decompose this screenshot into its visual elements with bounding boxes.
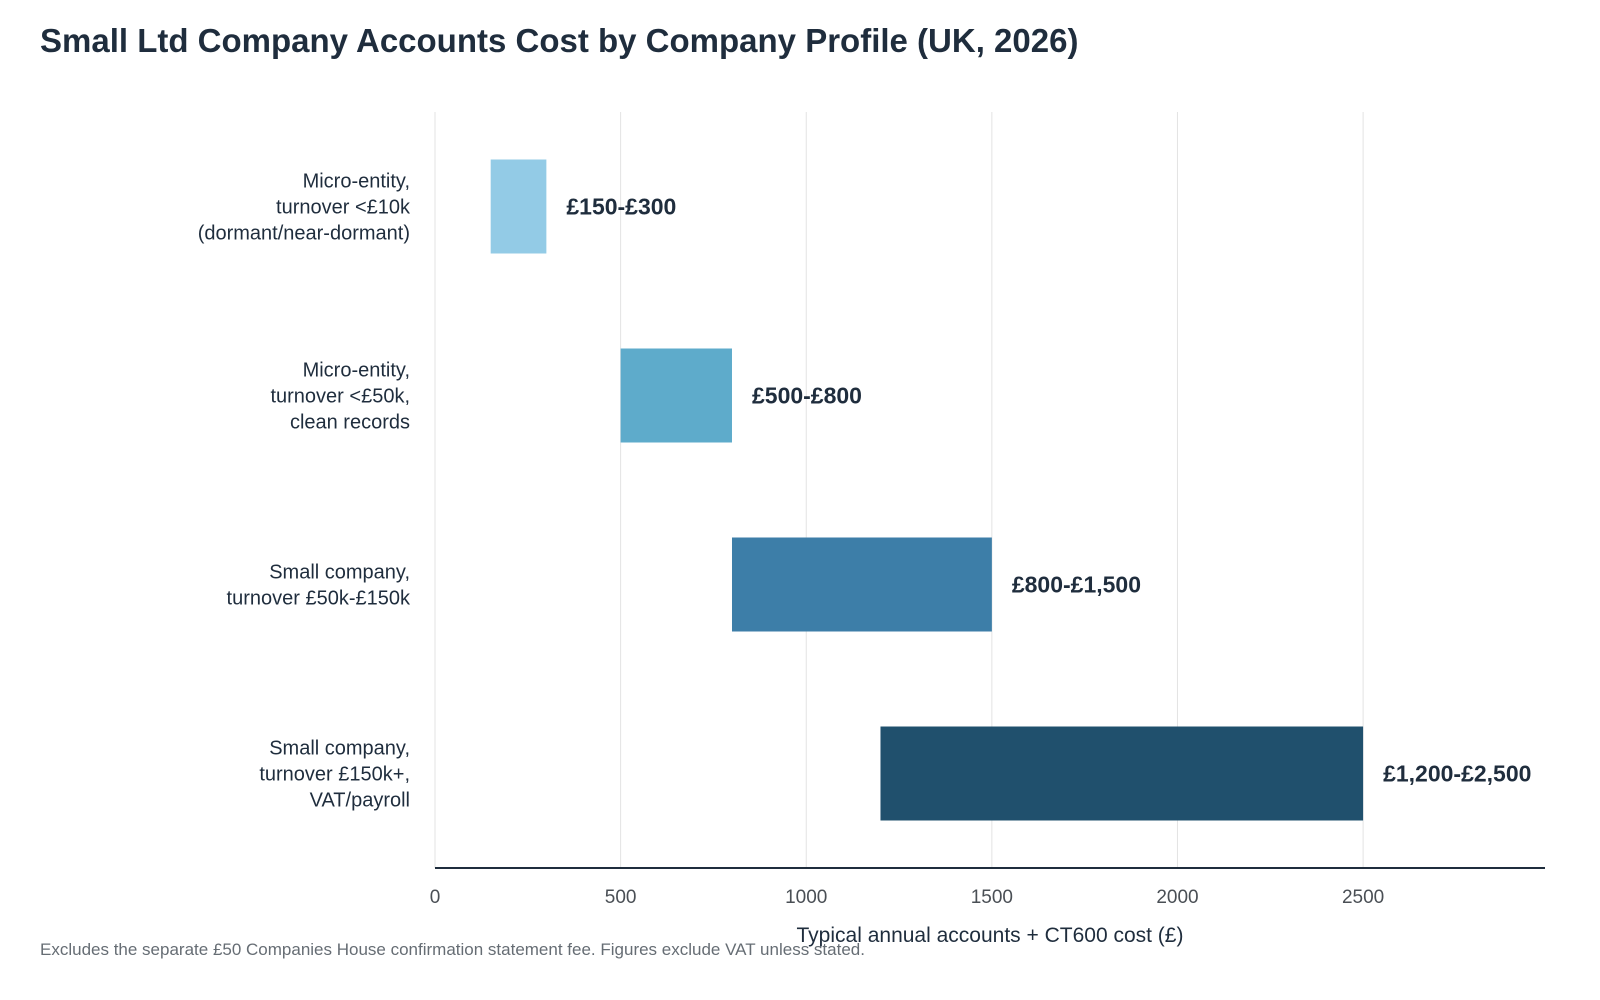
range-bar bbox=[490, 159, 547, 254]
y-category-label: VAT/payroll bbox=[310, 790, 410, 812]
range-bar bbox=[880, 726, 1364, 821]
y-category-label: turnover £150k+, bbox=[259, 764, 410, 786]
y-category-label: clean records bbox=[290, 412, 410, 434]
range-bar bbox=[731, 537, 992, 632]
x-axis-title: Typical annual accounts + CT600 cost (£) bbox=[797, 924, 1184, 947]
x-tick-label: 2500 bbox=[1342, 887, 1384, 908]
data-label: £500-£800 bbox=[752, 383, 862, 409]
x-tick-label: 1500 bbox=[971, 887, 1013, 908]
data-label: £800-£1,500 bbox=[1012, 572, 1141, 598]
y-category-label: Micro-entity, bbox=[303, 171, 410, 193]
y-category-label: Small company, bbox=[269, 562, 410, 584]
y-category-label: turnover £50k-£150k bbox=[227, 588, 411, 610]
x-tick-label: 2000 bbox=[1156, 887, 1198, 908]
footnote: Excludes the separate £50 Companies Hous… bbox=[40, 940, 865, 959]
y-category-label: turnover <£50k, bbox=[270, 386, 410, 408]
x-tick-label: 500 bbox=[605, 887, 637, 908]
y-category-label: (dormant/near-dormant) bbox=[198, 223, 410, 245]
data-label: £1,200-£2,500 bbox=[1383, 761, 1531, 787]
range-bar bbox=[620, 348, 732, 443]
y-category-label: Small company, bbox=[269, 738, 410, 760]
y-category-label: Micro-entity, bbox=[303, 360, 410, 382]
chart-title: Small Ltd Company Accounts Cost by Compa… bbox=[40, 22, 1079, 59]
x-tick-label: 1000 bbox=[785, 887, 827, 908]
x-tick-label: 0 bbox=[430, 887, 441, 908]
y-category-label: turnover <£10k bbox=[276, 197, 411, 219]
data-label: £150-£300 bbox=[566, 194, 676, 220]
